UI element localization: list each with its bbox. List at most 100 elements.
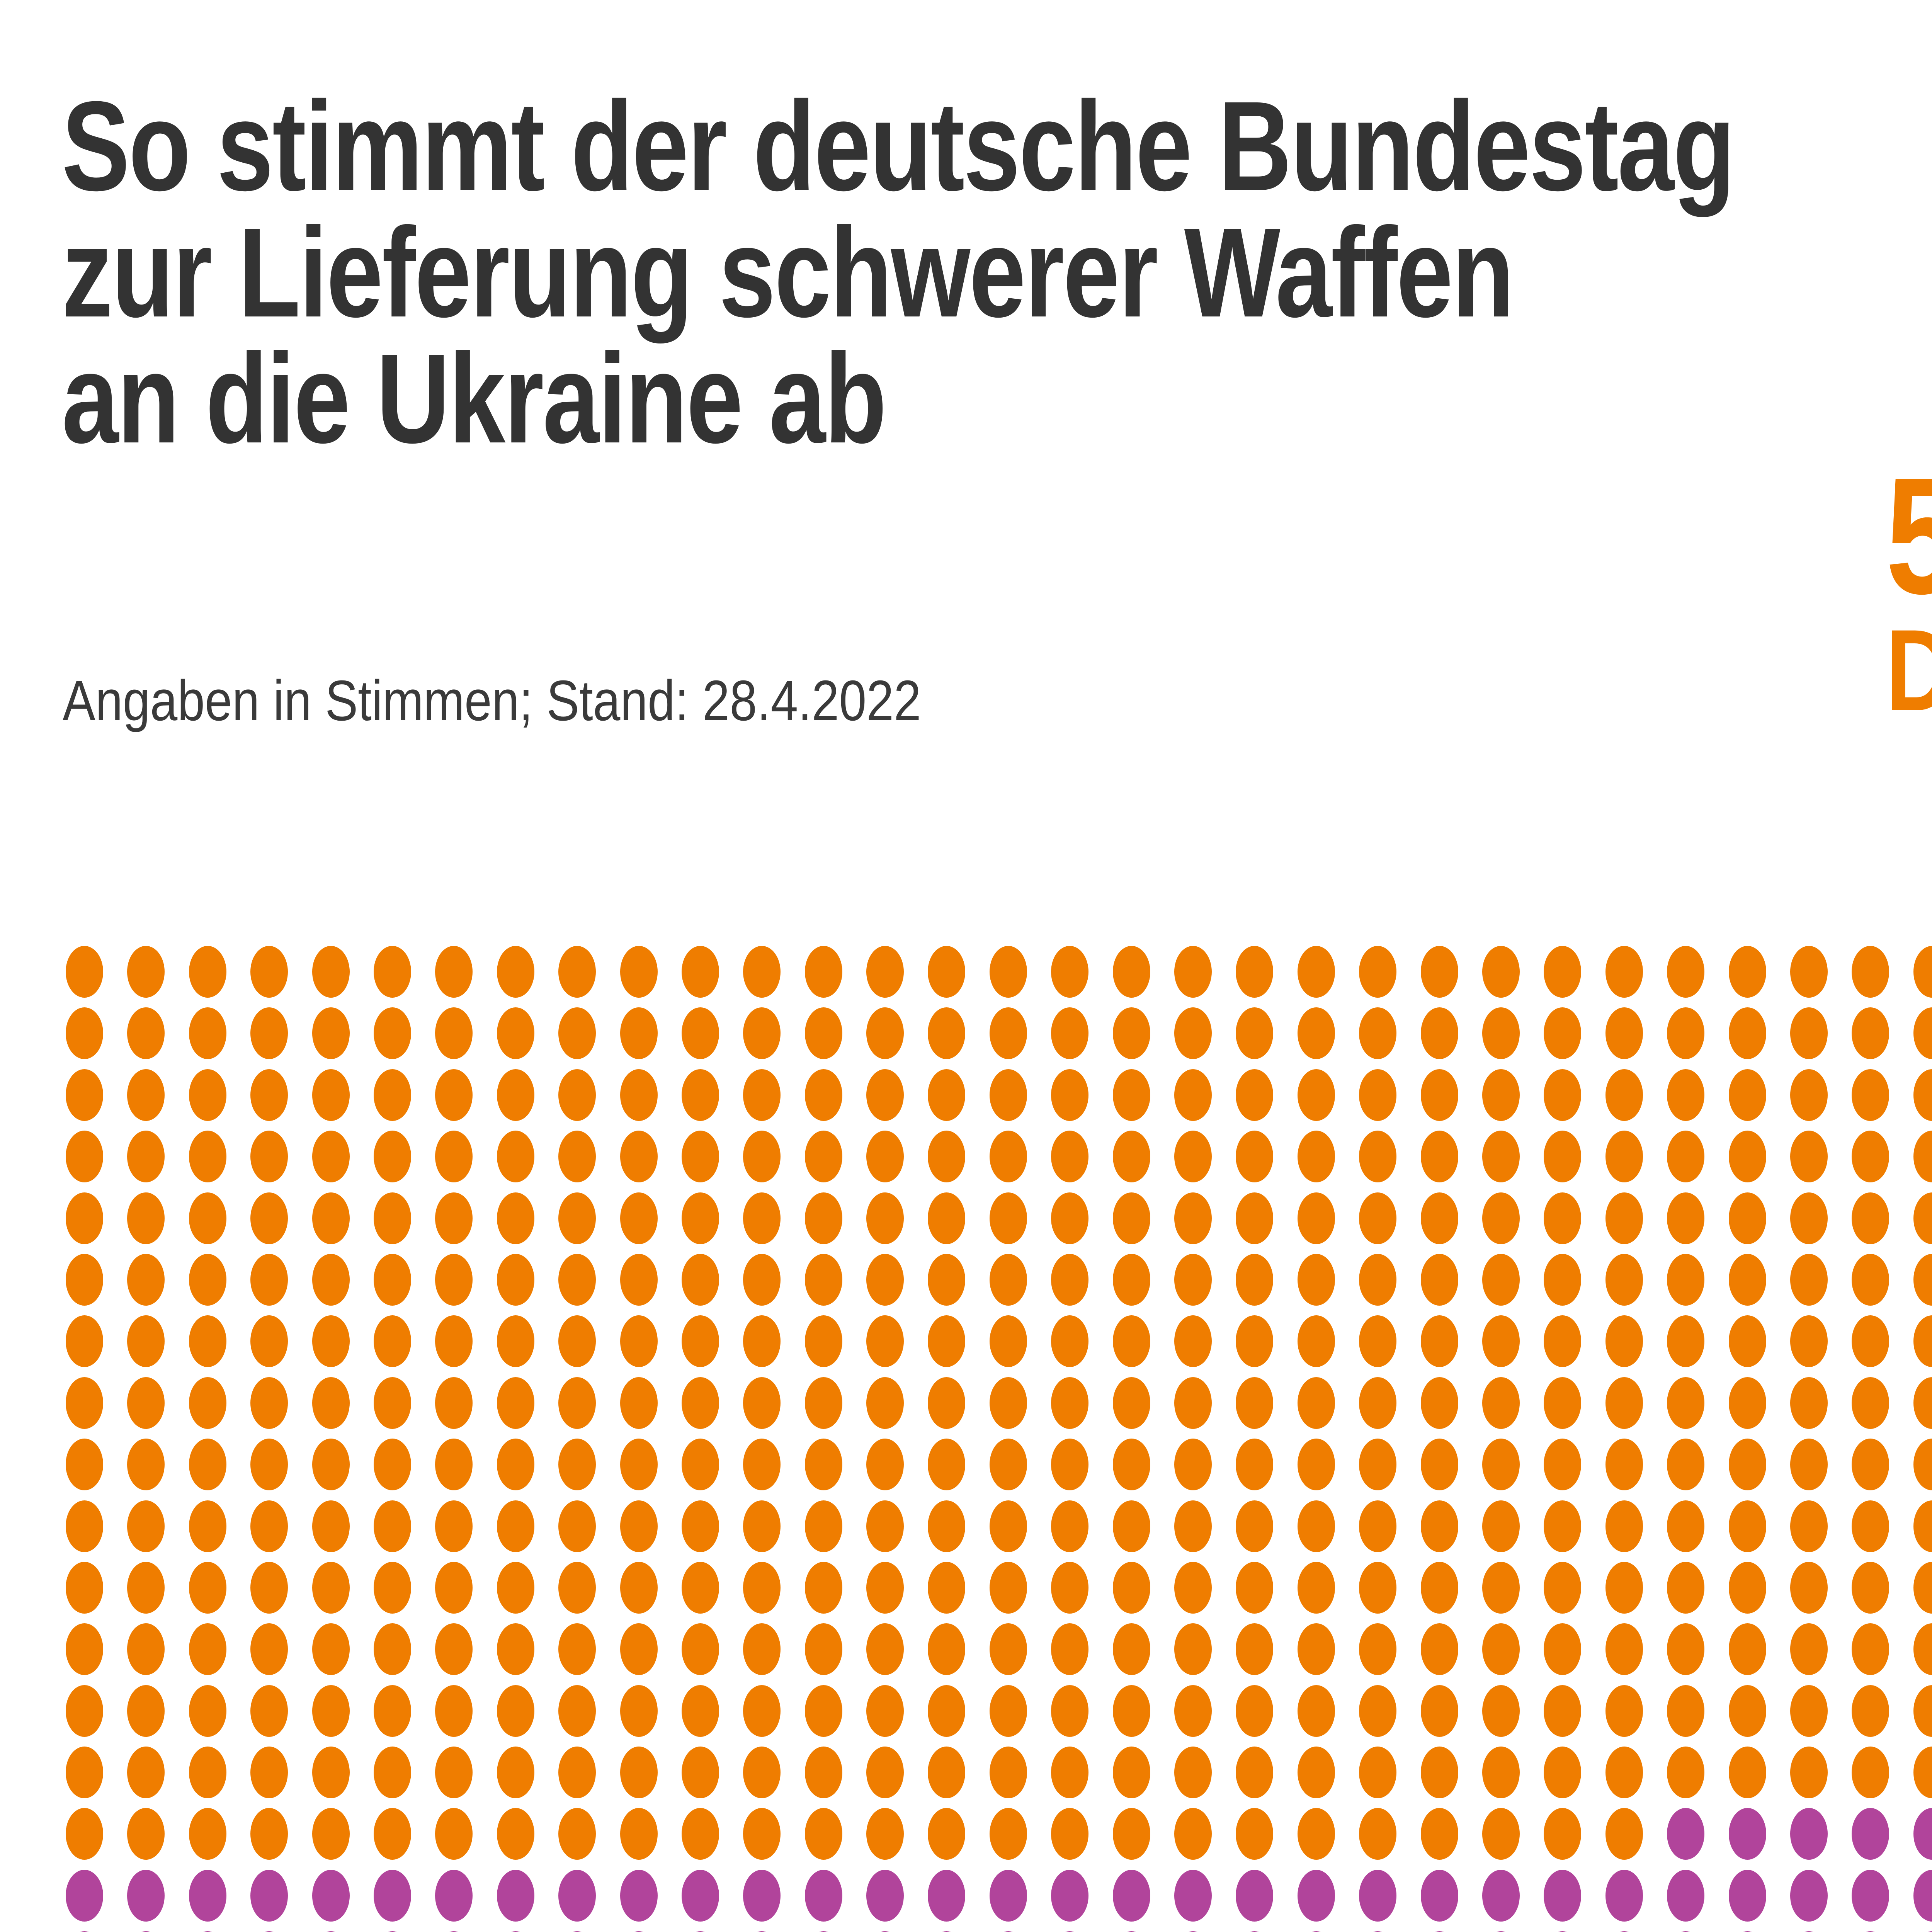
dot-dafuer	[1112, 1007, 1150, 1060]
dot-dafuer	[1174, 1253, 1212, 1306]
dot-dafuer	[989, 1253, 1027, 1306]
dot-dafuer	[620, 946, 658, 998]
dot-dafuer	[1420, 1439, 1458, 1491]
dot-dafuer	[558, 1069, 596, 1121]
dot-dafuer	[558, 1439, 596, 1491]
dot-dafuer	[620, 1253, 658, 1306]
dot-dafuer	[928, 1315, 966, 1367]
dot-dagegen	[127, 1931, 165, 1932]
dot-dafuer	[866, 1500, 904, 1552]
dot-dafuer	[989, 1747, 1027, 1799]
dot-dafuer	[1051, 1377, 1089, 1429]
dot-dafuer	[66, 1253, 103, 1306]
dot-dafuer	[189, 1439, 226, 1491]
dot-dafuer	[1112, 1315, 1150, 1367]
dot-dafuer	[1913, 1561, 1932, 1614]
dot-dafuer	[373, 1561, 411, 1614]
dot-dafuer	[989, 1561, 1027, 1614]
dot-dafuer	[1112, 1377, 1150, 1429]
dot-row	[66, 1747, 1932, 1808]
dot-dafuer	[189, 1069, 226, 1121]
dot-dafuer	[1790, 1439, 1828, 1491]
dot-dagegen	[497, 1869, 534, 1922]
dot-dafuer	[928, 1069, 966, 1121]
dot-dafuer	[866, 1192, 904, 1244]
dot-dafuer	[681, 1007, 719, 1060]
dot-dafuer	[1174, 1315, 1212, 1367]
dot-dafuer	[1544, 1007, 1582, 1060]
dot-dafuer	[1482, 1808, 1520, 1860]
dot-dafuer	[681, 946, 719, 998]
dot-dafuer	[1790, 1685, 1828, 1737]
dot-dafuer	[558, 1808, 596, 1860]
dot-dafuer	[66, 1439, 103, 1491]
dot-dagegen	[743, 1931, 781, 1932]
dot-dafuer	[1420, 1131, 1458, 1183]
dot-dafuer	[1112, 1192, 1150, 1244]
dot-dafuer	[1420, 1192, 1458, 1244]
dot-dafuer	[1852, 1500, 1889, 1552]
dot-dafuer	[866, 1315, 904, 1367]
dot-dafuer	[1790, 1561, 1828, 1614]
dot-dafuer	[1236, 1377, 1274, 1429]
dot-dafuer	[928, 1808, 966, 1860]
dot-dafuer	[312, 1069, 350, 1121]
dot-dagegen	[1236, 1931, 1274, 1932]
dot-dafuer	[743, 1747, 781, 1799]
dot-dafuer	[127, 1439, 165, 1491]
dot-dafuer	[1112, 1439, 1150, 1491]
dot-dagegen	[1051, 1931, 1089, 1932]
dot-dagegen	[66, 1931, 103, 1932]
dot-dafuer	[66, 1377, 103, 1429]
dot-dafuer	[497, 1685, 534, 1737]
dot-dafuer	[743, 1561, 781, 1614]
dot-dagegen	[1482, 1931, 1520, 1932]
dot-dagegen	[189, 1869, 226, 1922]
dot-dafuer	[1790, 946, 1828, 998]
dot-dafuer	[312, 1808, 350, 1860]
dot-dafuer	[312, 1377, 350, 1429]
dot-dafuer	[1482, 1561, 1520, 1614]
dot-dafuer	[866, 1069, 904, 1121]
page-title-line-2: zur Lieferung schwerer Waffen	[62, 201, 1514, 344]
dot-dafuer	[1728, 1500, 1766, 1552]
dot-dafuer	[1482, 1685, 1520, 1737]
dot-dafuer	[497, 1808, 534, 1860]
dot-dafuer	[373, 946, 411, 998]
dot-dafuer	[989, 1007, 1027, 1060]
dot-dafuer	[1359, 1315, 1397, 1367]
dot-dafuer	[1482, 1747, 1520, 1799]
dot-dafuer	[1544, 1131, 1582, 1183]
dot-dafuer	[620, 1439, 658, 1491]
dot-dafuer	[681, 1315, 719, 1367]
dot-dafuer	[681, 1561, 719, 1614]
dot-dafuer	[681, 1747, 719, 1799]
dot-dafuer	[1420, 946, 1458, 998]
dot-dafuer	[1297, 1192, 1335, 1244]
dot-dafuer	[189, 1131, 226, 1183]
dot-row	[66, 1869, 1932, 1931]
dot-dafuer	[250, 1623, 288, 1675]
dot-dafuer	[620, 1808, 658, 1860]
dot-dagegen	[989, 1869, 1027, 1922]
dot-dafuer	[1913, 1131, 1932, 1183]
dot-dafuer	[1051, 1069, 1089, 1121]
dot-dafuer	[312, 946, 350, 998]
dot-dafuer	[1420, 1561, 1458, 1614]
dot-dafuer	[435, 1623, 473, 1675]
dot-dafuer	[435, 946, 473, 998]
dot-dafuer	[1913, 1007, 1932, 1060]
dot-dagegen	[681, 1869, 719, 1922]
dot-dafuer	[804, 1377, 842, 1429]
page-title-line-3: an die Ukraine ab	[62, 327, 887, 470]
dot-dafuer	[804, 1808, 842, 1860]
dot-dafuer	[1667, 1623, 1705, 1675]
dot-dafuer	[1544, 1377, 1582, 1429]
dot-dafuer	[1112, 1685, 1150, 1737]
dot-dafuer	[743, 1007, 781, 1060]
dot-dafuer	[743, 1808, 781, 1860]
dot-dafuer	[1174, 1377, 1212, 1429]
dot-dafuer	[66, 1131, 103, 1183]
dot-dafuer	[989, 1315, 1027, 1367]
dot-dafuer	[620, 1561, 658, 1614]
